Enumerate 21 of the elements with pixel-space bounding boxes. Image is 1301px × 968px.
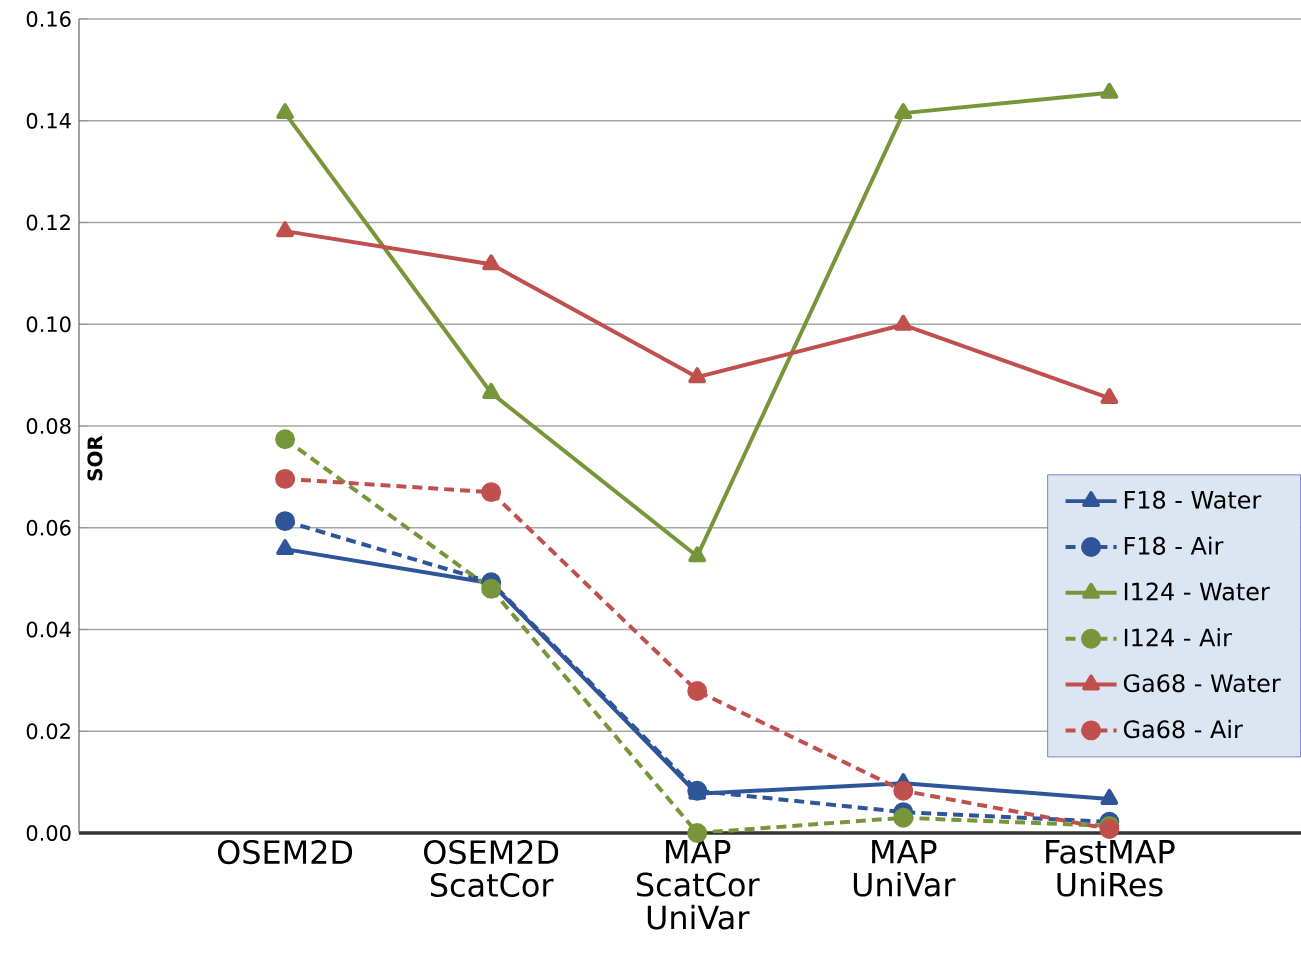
y-tick-label: 0.02 xyxy=(26,723,70,740)
y-tick-label: 0.12 xyxy=(26,214,70,231)
x-tick-label: MAP UniVar xyxy=(853,840,956,897)
y-tick-label: 0.04 xyxy=(26,621,71,638)
x-tick-label: FastMAP UniRes xyxy=(1046,840,1175,897)
y-tick-label: 0.14 xyxy=(26,112,71,129)
x-tick-label: OSEM2D xyxy=(217,840,353,865)
y-tick-label: 0.08 xyxy=(26,418,71,434)
legend-label: I124 - Air xyxy=(1124,628,1232,647)
legend-label: Ga68 - Water xyxy=(1123,674,1281,693)
y-tick-label: 0.00 xyxy=(26,825,71,841)
legend-label: F18 - Air xyxy=(1124,536,1224,555)
x-tick-label: OSEM2D ScatCor xyxy=(424,840,559,898)
y-tick-label: 0.06 xyxy=(26,519,71,536)
y-axis-title: SOR xyxy=(87,435,103,481)
y-tick-label: 0.16 xyxy=(26,11,71,27)
y-tick-label: 0.10 xyxy=(26,316,71,333)
legend-label: F18 - Water xyxy=(1124,490,1262,509)
x-tick-label: MAP ScatCor UniVar xyxy=(636,840,760,930)
legend-label: I124 - Water xyxy=(1124,582,1270,601)
legend-label: Ga68 - Air xyxy=(1123,719,1243,739)
